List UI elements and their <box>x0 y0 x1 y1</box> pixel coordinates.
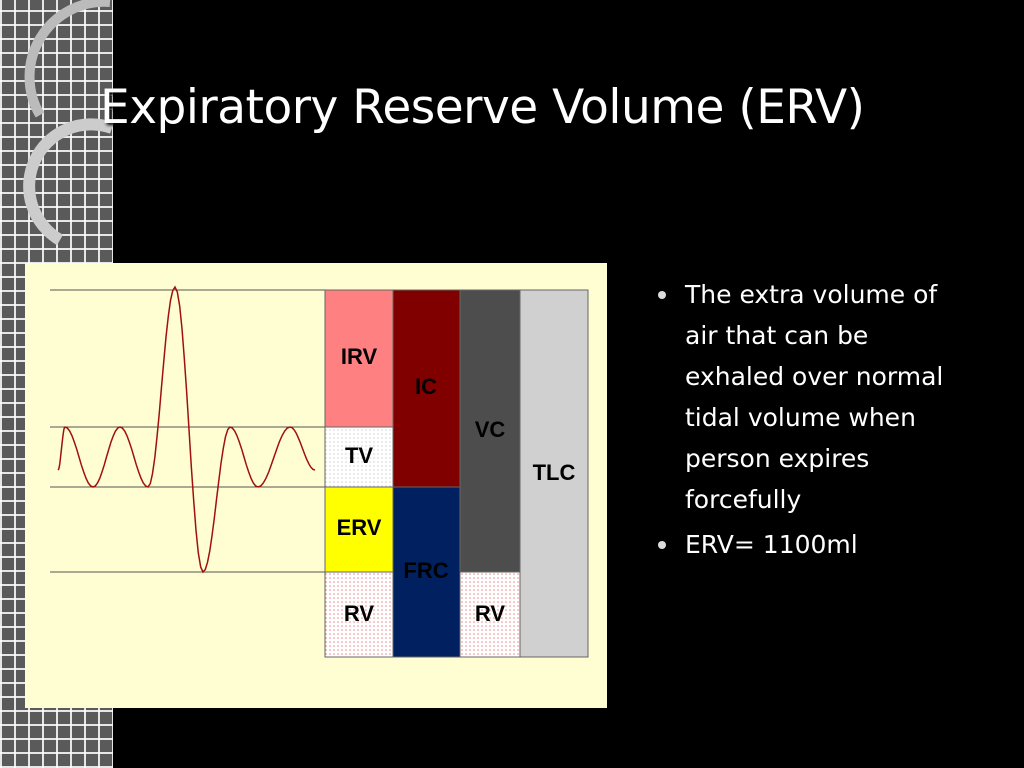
rv-box <box>324 571 394 658</box>
rv-box <box>459 571 521 658</box>
label: IRV <box>341 344 378 369</box>
label: RV <box>475 601 505 626</box>
ic-box <box>392 289 461 488</box>
label: IC <box>415 374 437 399</box>
bullet: ERV= 1100ml <box>655 524 955 565</box>
irv-box <box>324 289 394 428</box>
decor-arc <box>24 0 111 118</box>
label: TLC <box>533 460 576 485</box>
level-lines <box>50 289 325 573</box>
label: FRC <box>403 558 448 583</box>
decor-arc <box>23 118 115 246</box>
bullet-list: The extra volume of air that can be exha… <box>655 274 955 569</box>
slide-title: Expiratory Reserve Volume (ERV) <box>100 80 865 135</box>
tlc-box <box>519 289 589 658</box>
label: ERV <box>337 515 382 540</box>
breathing-wave <box>57 285 316 574</box>
vc-box <box>459 289 521 573</box>
label: VC <box>475 417 506 442</box>
label: TV <box>345 443 373 468</box>
frc-box <box>392 486 461 658</box>
bullet: The extra volume of air that can be exha… <box>655 274 955 520</box>
label: RV <box>344 601 374 626</box>
